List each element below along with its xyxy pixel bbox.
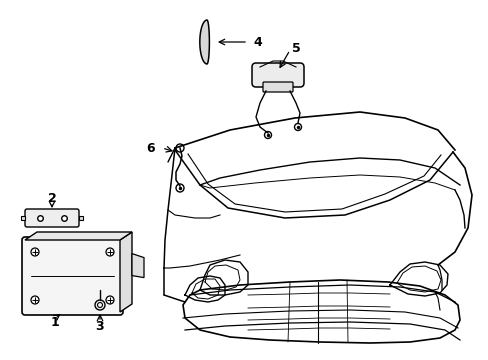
Text: 6: 6 [146,141,155,154]
FancyBboxPatch shape [251,63,304,87]
Polygon shape [120,232,132,312]
Text: 4: 4 [252,36,261,49]
Polygon shape [132,253,143,278]
Text: 2: 2 [47,192,56,204]
Text: 3: 3 [96,320,104,333]
FancyBboxPatch shape [25,209,79,227]
Polygon shape [200,20,209,64]
Text: 5: 5 [291,41,300,54]
Polygon shape [25,232,132,240]
Text: 1: 1 [51,315,59,328]
FancyBboxPatch shape [22,237,123,315]
FancyBboxPatch shape [263,82,292,92]
